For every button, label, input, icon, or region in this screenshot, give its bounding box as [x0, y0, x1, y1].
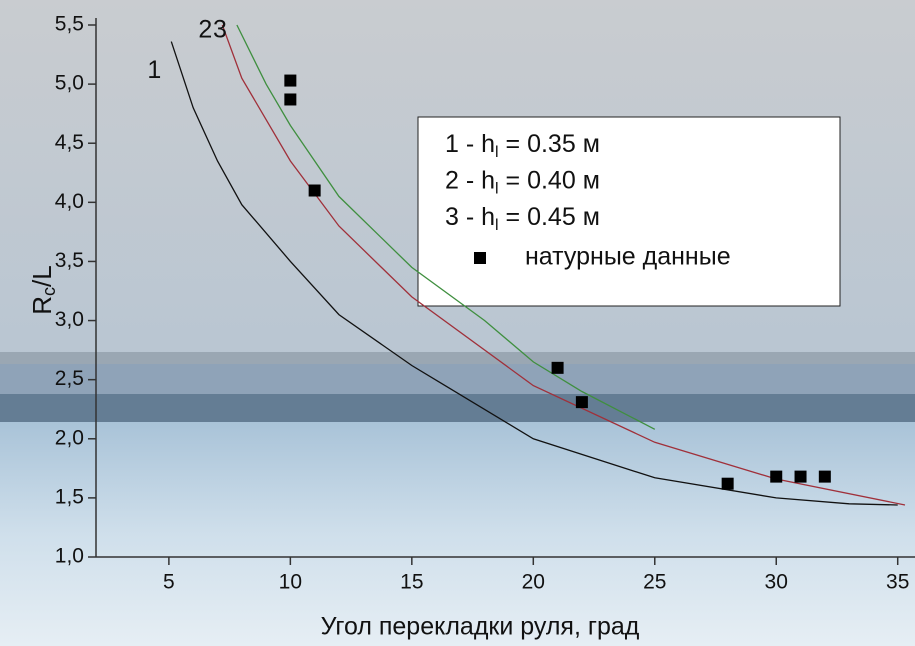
y-tick-label: 5,0 [55, 72, 84, 95]
y-tick-label: 4,0 [55, 190, 84, 213]
y-axis-label: Rc/L [27, 265, 59, 314]
legend-label: натурные данные [525, 243, 731, 271]
y-axis-label-part: /L [27, 265, 57, 287]
y-axis-label-part: c [39, 287, 59, 296]
x-axis-label: Угол перекладки руля, град [321, 613, 640, 641]
legend-label: 2 - hl = 0.40 м [445, 166, 600, 198]
legend-label: 1 - hl = 0.35 м [445, 130, 600, 162]
data-point [818, 470, 831, 483]
x-tick-label: 15 [400, 571, 423, 594]
legend-label-part: l [495, 217, 499, 234]
data-point [575, 396, 588, 409]
y-tick-label: 2,5 [55, 367, 84, 390]
legend-label-part: 3 - h [445, 203, 495, 231]
curve-label: 1 [147, 56, 161, 84]
curve-label: 3 [213, 16, 227, 44]
legend-label-part: = 0.40 м [499, 166, 600, 194]
x-tick-label: 5 [163, 571, 175, 594]
data-point [551, 361, 564, 374]
legend: 1 - hl = 0.35 м2 - hl = 0.40 м3 - hl = 0… [445, 130, 731, 271]
legend-marker [474, 252, 486, 264]
y-tick-label: 1,0 [55, 545, 84, 568]
legend-label-part: = 0.35 м [499, 130, 600, 158]
x-tick-label: 30 [765, 571, 788, 594]
curve-label: 2 [198, 16, 212, 44]
legend-box [417, 116, 841, 307]
background-water [0, 364, 915, 394]
legend-label-part: = 0.45 м [499, 203, 600, 231]
y-tick-label: 4,5 [55, 131, 84, 154]
data-point [284, 93, 297, 106]
legend-label-part: 2 - h [445, 166, 495, 194]
series-line [221, 24, 906, 506]
y-tick-label: 1,5 [55, 485, 84, 508]
y-tick-label: 3,0 [55, 308, 84, 331]
y-tick-label: 2,0 [55, 426, 84, 449]
legend-label-part: l [495, 144, 499, 161]
data-point [308, 184, 321, 197]
legend-label-part: l [495, 181, 499, 198]
x-tick-label: 10 [279, 571, 302, 594]
x-tick-label: 20 [522, 571, 545, 594]
background-shore [0, 352, 915, 364]
x-tick-label: 25 [643, 571, 666, 594]
data-point [794, 470, 807, 483]
legend-label-part: 1 - h [445, 130, 495, 158]
y-tick-label: 3,5 [55, 249, 84, 272]
background-ice [0, 422, 915, 646]
series-line [236, 24, 656, 430]
y-axis-label-part: R [27, 296, 57, 315]
x-tick-label: 35 [886, 571, 909, 594]
background-water-dark [0, 394, 915, 422]
data-point [770, 470, 783, 483]
legend-label: 3 - hl = 0.45 м [445, 203, 600, 235]
data-point [721, 477, 734, 490]
y-tick-label: 5,5 [55, 13, 84, 36]
series-line [170, 41, 898, 506]
data-point [284, 74, 297, 87]
axes: 1,0 1,5 2,0 2,5 3,0 3,5 4,0 4,5 5,0 5,5 5 10 15 20 25 3… [27, 13, 915, 641]
